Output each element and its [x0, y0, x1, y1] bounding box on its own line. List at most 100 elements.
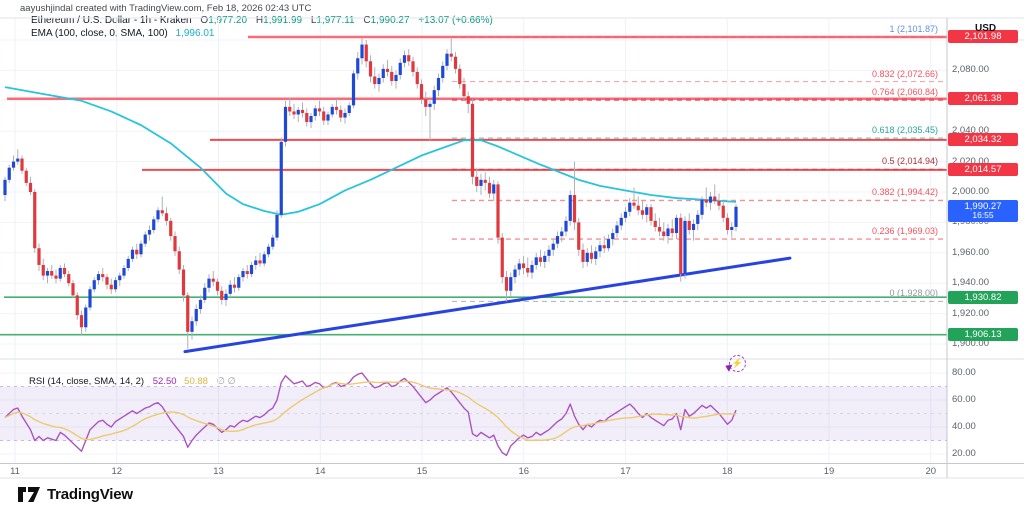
candle-up — [708, 196, 713, 203]
candle-up — [241, 271, 245, 278]
candle-up — [479, 179, 483, 186]
candle-down — [67, 274, 71, 284]
candle-up — [203, 287, 207, 300]
candle-down — [453, 56, 458, 69]
candle-down — [415, 71, 419, 85]
candle-down — [37, 248, 41, 265]
rsi-sma-line[interactable] — [4, 380, 737, 442]
candle-up — [313, 108, 317, 116]
candle-up — [615, 225, 619, 234]
candle-down — [368, 61, 373, 77]
candle-up — [237, 277, 241, 288]
candle-down — [653, 220, 657, 227]
candle-down — [334, 106, 339, 110]
rsi-line[interactable] — [4, 372, 737, 457]
ema-line[interactable] — [4, 86, 737, 216]
candle-up — [16, 158, 20, 162]
candle-down — [466, 96, 470, 104]
candle-down — [419, 84, 424, 100]
candle-up — [122, 268, 126, 276]
candle-down — [258, 260, 262, 264]
candle-down — [181, 269, 186, 296]
candle-down — [24, 170, 28, 183]
candle-down — [160, 210, 164, 214]
candle-down — [581, 249, 585, 262]
ema-legend: EMA (100, close, 0, SMA, 100) 1,996.01 — [31, 28, 214, 39]
candle-down — [717, 201, 721, 206]
candle-down — [657, 226, 662, 232]
candle-down — [173, 236, 177, 252]
candle-up — [436, 78, 441, 91]
candle-down — [385, 68, 390, 72]
candle-up — [283, 106, 288, 142]
rsi-label[interactable]: RSI (14, close, SMA, 14, 2) — [29, 376, 145, 387]
candle-down — [135, 249, 139, 255]
candle-up — [58, 268, 62, 279]
candle-down — [54, 275, 58, 279]
candle-down — [215, 281, 220, 291]
candle-down — [75, 295, 79, 316]
candle-down — [288, 106, 292, 112]
candle-down — [28, 182, 33, 192]
open-label: O — [200, 15, 209, 26]
candle-down — [317, 108, 322, 112]
candle-up — [555, 236, 560, 244]
candle-down — [470, 103, 475, 177]
candle-up — [118, 275, 122, 281]
tradingview-logo[interactable]: TradingView — [18, 486, 133, 503]
candle-down — [373, 76, 377, 85]
ema-label[interactable]: EMA (100, close, 0, SMA, 100) — [31, 28, 168, 39]
candle-up — [428, 103, 432, 107]
rsi-value: 52.50 — [152, 376, 177, 387]
candle-up — [194, 309, 198, 322]
candle-up — [139, 243, 143, 255]
candle-down — [538, 257, 543, 262]
candle-up — [611, 233, 615, 240]
candle-up — [11, 161, 16, 168]
candle-down — [50, 271, 54, 276]
candle-down — [339, 109, 343, 118]
candle-down — [577, 222, 581, 250]
candle-up — [343, 112, 347, 118]
candle-up — [224, 293, 228, 300]
candle-up — [534, 257, 538, 265]
candle-up — [530, 264, 534, 273]
candle-up — [143, 234, 147, 244]
candle-up — [330, 106, 334, 115]
candle-up — [666, 228, 670, 237]
candle-up — [156, 210, 160, 220]
candle-down — [500, 237, 504, 278]
ascending-trendline[interactable] — [183, 256, 792, 354]
candle-up — [275, 214, 279, 238]
candle-down — [79, 315, 84, 328]
candle-up — [674, 217, 679, 234]
candle-up — [266, 246, 271, 255]
candle-up — [696, 214, 700, 224]
candle-down — [687, 220, 691, 230]
candle-up — [734, 206, 738, 227]
candle-down — [602, 245, 606, 249]
candle-up — [700, 199, 704, 215]
candle-up — [564, 220, 568, 232]
candle-up — [147, 230, 152, 235]
candle-up — [254, 260, 258, 265]
candle-up — [691, 223, 696, 230]
candle-down — [109, 284, 113, 290]
low-label: L — [310, 15, 317, 26]
lightning-annotation-icon[interactable]: ⚡ — [729, 355, 746, 372]
tradingview-logo-text: TradingView — [47, 486, 133, 503]
candle-up — [377, 78, 381, 85]
candle-down — [679, 217, 683, 275]
candle-down — [572, 195, 577, 223]
candle-up — [513, 269, 517, 278]
candle-down — [164, 213, 169, 221]
symbol-title[interactable]: Ethereum / U.S. Dollar - 1h - Kraken — [31, 15, 192, 26]
candle-up — [7, 167, 11, 180]
candle-up — [402, 55, 407, 63]
close-label: C — [363, 15, 371, 26]
candle-up — [381, 68, 385, 78]
candle-up — [207, 278, 211, 288]
candle-up — [296, 109, 300, 115]
candle-up — [517, 263, 521, 270]
